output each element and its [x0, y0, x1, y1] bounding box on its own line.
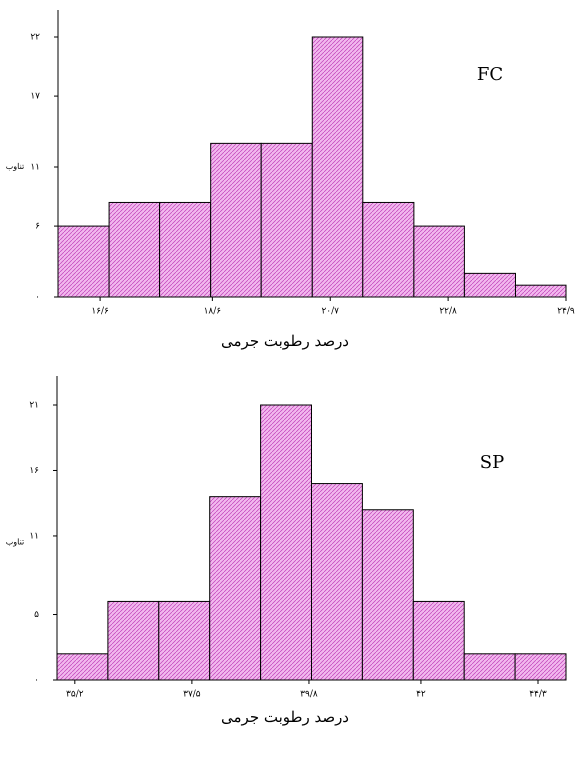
- x-tick-label: ۲۲/۸: [439, 307, 457, 317]
- y-axis-label: تناوب: [6, 538, 24, 547]
- bar: [463, 653, 516, 681]
- x-axis-label: درصد رطوبت جرمی: [221, 708, 349, 726]
- x-axis-label: درصد رطوبت جرمی: [221, 332, 349, 350]
- x-tick-label: ۳۹/۸: [300, 690, 318, 700]
- x-tick-label: ۳۷/۵: [183, 690, 201, 700]
- bar: [108, 201, 161, 298]
- bar: [260, 142, 313, 298]
- bar: [361, 509, 414, 681]
- x-tick-label: ۱۶/۶: [91, 307, 109, 317]
- bar: [107, 600, 160, 681]
- x-tick-label: ۴۴/۳: [529, 690, 547, 700]
- bar: [209, 496, 262, 681]
- x-tick-label: ۱۸/۶: [204, 307, 222, 317]
- y-tick-label: ۲۲: [30, 33, 40, 43]
- bar: [159, 201, 212, 298]
- bar: [362, 201, 415, 298]
- bar: [158, 600, 211, 681]
- bar: [412, 600, 465, 681]
- y-axis-label: تناوب: [6, 162, 24, 171]
- bar: [514, 653, 567, 681]
- x-tick-label: ۲۴/۹: [557, 307, 575, 317]
- y-tick-label: ۱۷: [30, 92, 40, 102]
- x-tick-label: ۳۵/۲: [66, 690, 84, 700]
- y-tick-label: ۱۱: [29, 531, 39, 541]
- chart-title: FC: [477, 64, 503, 85]
- y-tick-label: ۱۱: [30, 163, 40, 173]
- y-tick-label: ۰: [35, 293, 40, 303]
- y-tick-label: ۱۶: [29, 466, 39, 476]
- y-tick-label: ۰: [34, 676, 39, 686]
- bar: [57, 225, 110, 298]
- bar: [514, 284, 567, 298]
- bar: [210, 142, 262, 298]
- x-tick-label: ۴۲: [416, 690, 426, 700]
- bar: [311, 36, 364, 298]
- bar: [311, 483, 363, 681]
- bar: [56, 653, 109, 681]
- y-tick-label: ۲۱: [29, 401, 39, 411]
- bar: [463, 272, 516, 298]
- x-tick-label: ۲۰/۷: [321, 307, 339, 317]
- y-tick-label: ۶: [35, 222, 40, 232]
- bar: [413, 225, 465, 298]
- y-tick-label: ۵: [34, 610, 39, 620]
- bar: [260, 404, 313, 681]
- chart-title: SP: [480, 452, 504, 473]
